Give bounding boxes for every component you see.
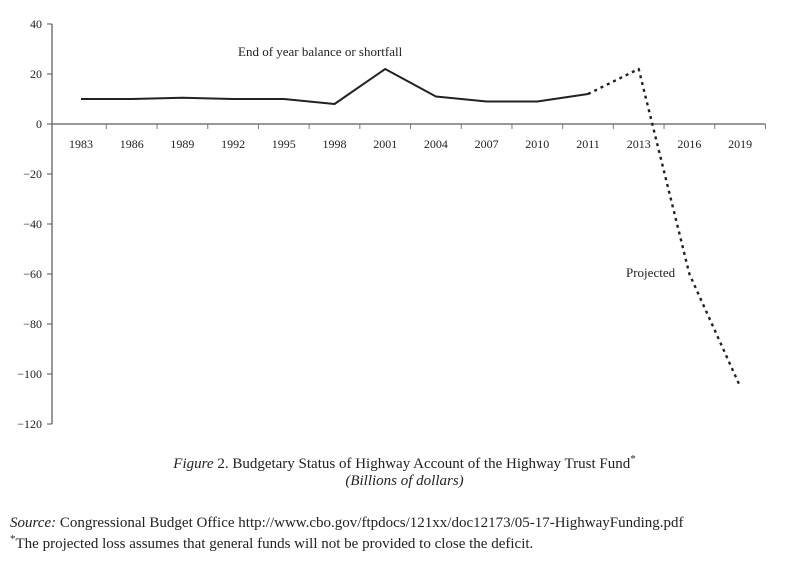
x-tick-label: 2004 — [424, 137, 448, 151]
x-tick-label: 2019 — [728, 137, 752, 151]
source-line: Source: Congressional Budget Office http… — [10, 515, 684, 532]
x-tick-label: 2011 — [576, 137, 600, 151]
figure-label: Figure — [173, 456, 214, 472]
note-mark: * — [10, 533, 16, 545]
x-tick-label: 1983 — [69, 137, 93, 151]
y-tick-label: −60 — [23, 267, 42, 281]
x-tick-label: 2001 — [373, 137, 397, 151]
y-tick-label: 0 — [36, 117, 42, 131]
x-tick-label: 2007 — [475, 137, 499, 151]
x-tick-label: 2016 — [677, 137, 701, 151]
figure-mark: * — [630, 453, 636, 465]
x-tick-label: 1986 — [120, 137, 144, 151]
source-label: Source: — [10, 515, 57, 531]
note-text: The projected loss assumes that general … — [15, 536, 534, 552]
source-text: Congressional Budget Office http://www.c… — [56, 515, 684, 531]
annotation-solid: End of year balance or shortfall — [238, 44, 403, 59]
note-line: *The projected loss assumes that general… — [10, 533, 533, 553]
x-tick-label: 2010 — [525, 137, 549, 151]
y-tick-label: 20 — [30, 67, 42, 81]
y-tick-label: −100 — [17, 367, 42, 381]
x-tick-label: 1989 — [170, 137, 194, 151]
projected-series-line — [587, 67, 742, 387]
x-tick-label: 1995 — [272, 137, 296, 151]
y-tick-label: −80 — [23, 317, 42, 331]
figure-title: 2. Budgetary Status of Highway Account o… — [213, 456, 631, 472]
y-tick-label: −20 — [23, 167, 42, 181]
y-tick-label: −40 — [23, 217, 42, 231]
x-tick-label: 2013 — [627, 137, 651, 151]
x-tick-label: 1998 — [323, 137, 347, 151]
figure-units: (Billions of dollars) — [345, 473, 464, 489]
annotation-projected: Projected — [626, 265, 676, 280]
actual-series-line — [81, 68, 589, 105]
figure-caption: Figure 2. Budgetary Status of Highway Ac… — [0, 453, 809, 473]
chart: 40 20 0 −20 −40 −60 −80 −100 −120 1983 1986 1989 199… — [17, 17, 766, 431]
y-tick-label: −120 — [17, 417, 42, 431]
y-tick-label: 40 — [30, 17, 42, 31]
x-tick-label: 1992 — [221, 137, 245, 151]
